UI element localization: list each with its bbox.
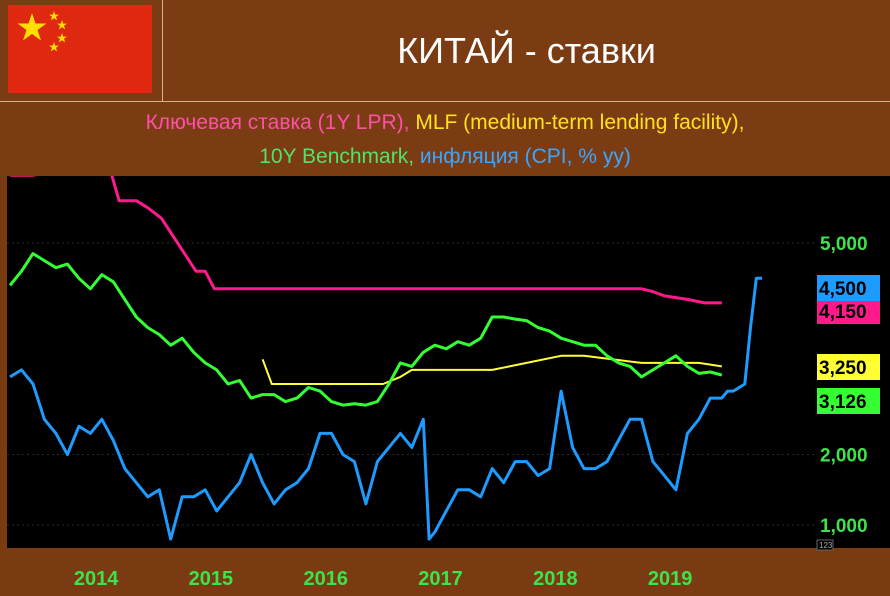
page-title: КИТАЙ - ставки [397, 29, 656, 71]
y-tick-label-2: 5,000 [820, 234, 868, 255]
x-tick-label-3: 2017 [418, 568, 463, 590]
china-flag-icon [8, 5, 152, 93]
corner-label: 123 [819, 541, 833, 550]
chart-subtitle: Ключевая ставка (1Y LPR), MLF (medium-te… [0, 102, 890, 176]
x-tick-label-1: 2015 [189, 568, 234, 590]
x-tick-label-2: 2016 [303, 568, 348, 590]
last-value-box-cpi [817, 275, 880, 301]
subtitle-lpr: Ключевая ставка (1Y LPR), [145, 111, 410, 134]
y-tick-label-1: 2,000 [820, 446, 868, 467]
series-line-bond10y [8, 252, 723, 407]
last-value-label-cpi: 4,500 [819, 279, 867, 300]
header-bar: КИТАЙ - ставки [0, 0, 890, 102]
subtitle-cpi: инфляция (CPI, % yy) [419, 145, 631, 168]
last-value-box-bond10y [817, 388, 880, 414]
last-value-box-lpr [817, 298, 880, 324]
last-value-label-bond10y: 3,126 [819, 392, 867, 413]
series-line-lpr [10, 176, 722, 305]
last-value-box-mlf [817, 354, 880, 380]
x-tick-label-4: 2018 [533, 568, 578, 590]
y-tick-label-0: 1,000 [820, 516, 868, 537]
corner-box [816, 539, 834, 551]
x-tick-label-0: 2014 [74, 568, 119, 590]
series-line-cpi [9, 276, 762, 541]
subtitle-mlf: MLF (medium-term lending facility), [415, 111, 745, 134]
x-tick-label-5: 2019 [648, 568, 693, 590]
last-value-label-lpr: 4,150 [819, 302, 867, 323]
header-divider [162, 0, 163, 101]
last-value-label-mlf: 3,250 [819, 358, 867, 379]
rates-line-chart: 1,000 2,000 5,000 2014 2015 2016 2017 2018 2019… [7, 176, 890, 590]
subtitle-10y: 10Y Benchmark, [259, 145, 415, 168]
